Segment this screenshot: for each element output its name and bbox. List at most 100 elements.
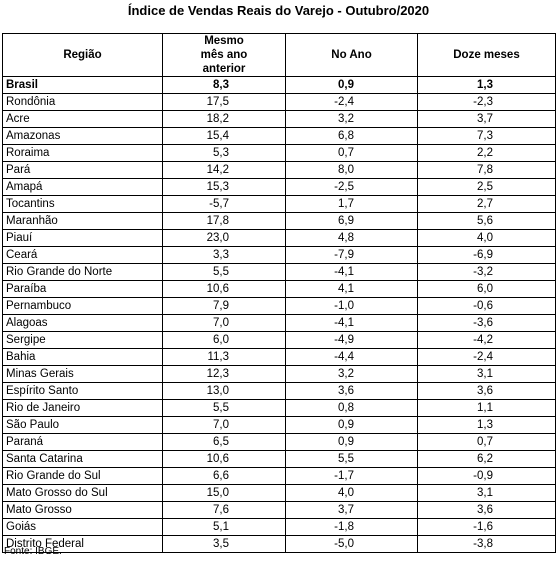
value-cell: 8,3 <box>162 76 286 94</box>
value-cell: 3,6 <box>417 382 556 400</box>
region-cell: Minas Gerais <box>2 365 163 383</box>
value-cell: -2,3 <box>417 93 556 111</box>
value-cell: 7,0 <box>162 416 286 434</box>
value-cell: -7,9 <box>285 246 418 264</box>
value-cell: 2,7 <box>417 195 556 213</box>
value-cell: 3,6 <box>417 501 556 519</box>
region-cell: São Paulo <box>2 416 163 434</box>
value-cell: -4,1 <box>285 263 418 281</box>
region-cell: Mato Grosso <box>2 501 163 519</box>
table-row: Mato Grosso 7,6 3,7 3,6 <box>2 501 556 519</box>
value-cell: 5,5 <box>285 450 418 468</box>
value-cell: 6,5 <box>162 433 286 451</box>
table-row: Rio de Janeiro 5,5 0,8 1,1 <box>2 399 556 417</box>
value-cell: 0,7 <box>285 144 418 162</box>
value-cell: -5,0 <box>285 535 418 553</box>
region-cell: Amapá <box>2 178 163 196</box>
table-row: Mato Grosso do Sul 15,0 4,0 3,1 <box>2 484 556 502</box>
table-row: Rio Grande do Norte 5,5 -4,1 -3,2 <box>2 263 556 281</box>
value-cell: 18,2 <box>162 110 286 128</box>
value-cell: 3,1 <box>417 484 556 502</box>
value-cell: -3,6 <box>417 314 556 332</box>
value-cell: -2,4 <box>285 93 418 111</box>
value-cell: 6,2 <box>417 450 556 468</box>
value-cell: 3,1 <box>417 365 556 383</box>
value-cell: 4,8 <box>285 229 418 247</box>
value-cell: 10,6 <box>162 280 286 298</box>
value-cell: 15,0 <box>162 484 286 502</box>
table-row: Santa Catarina 10,6 5,5 6,2 <box>2 450 556 468</box>
value-cell: -3,8 <box>417 535 556 553</box>
value-cell: 15,3 <box>162 178 286 196</box>
table-row: Maranhão 17,8 6,9 5,6 <box>2 212 556 230</box>
value-cell: 1,7 <box>285 195 418 213</box>
header-row: Região Mesmo mês ano anterior No Ano Doze m… <box>2 33 556 77</box>
value-cell: 0,9 <box>285 433 418 451</box>
value-cell: 4,1 <box>285 280 418 298</box>
value-cell: 12,3 <box>162 365 286 383</box>
table-row: Sergipe 6,0 -4,9 -4,2 <box>2 331 556 349</box>
region-cell: Amazonas <box>2 127 163 145</box>
value-cell: 5,1 <box>162 518 286 536</box>
value-cell: 15,4 <box>162 127 286 145</box>
table-row: Alagoas 7,0 -4,1 -3,6 <box>2 314 556 332</box>
value-cell: 3,6 <box>285 382 418 400</box>
table-row: Roraima 5,3 0,7 2,2 <box>2 144 556 162</box>
value-cell: -3,2 <box>417 263 556 281</box>
value-cell: 6,0 <box>162 331 286 349</box>
title: Índice de Vendas Reais do Varejo - Outub… <box>127 3 430 18</box>
value-cell: 4,0 <box>417 229 556 247</box>
region-cell: Mato Grosso do Sul <box>2 484 163 502</box>
region-cell: Rondônia <box>2 93 163 111</box>
value-cell: -4,9 <box>285 331 418 349</box>
region-cell: Pará <box>2 161 163 179</box>
table-row: Pará 14,2 8,0 7,8 <box>2 161 556 179</box>
region-cell: Bahia <box>2 348 163 366</box>
value-cell: -2,5 <box>285 178 418 196</box>
region-cell: Sergipe <box>2 331 163 349</box>
region-cell: Maranhão <box>2 212 163 230</box>
value-cell: -2,4 <box>417 348 556 366</box>
table-row: Amapá 15,3 -2,5 2,5 <box>2 178 556 196</box>
value-cell: 3,3 <box>162 246 286 264</box>
table-row: Espírito Santo 13,0 3,6 3,6 <box>2 382 556 400</box>
value-cell: -4,1 <box>285 314 418 332</box>
value-cell: 13,0 <box>162 382 286 400</box>
table-row: Pernambuco 7,9 -1,0 -0,6 <box>2 297 556 315</box>
region-cell: Espírito Santo <box>2 382 163 400</box>
value-cell: -1,0 <box>285 297 418 315</box>
value-cell: 7,0 <box>162 314 286 332</box>
value-cell: 0,9 <box>285 76 418 94</box>
region-cell: Paraíba <box>2 280 163 298</box>
header-cell: Região <box>2 33 163 77</box>
table-row: Acre 18,2 3,2 3,7 <box>2 110 556 128</box>
value-cell: 7,9 <box>162 297 286 315</box>
value-cell: 1,3 <box>417 416 556 434</box>
value-cell: 0,9 <box>285 416 418 434</box>
region-cell: Ceará <box>2 246 163 264</box>
table-row: Bahia 11,3 -4,4 -2,4 <box>2 348 556 366</box>
header-cell: Mesmo mês ano anterior <box>162 33 286 77</box>
region-cell: Rio Grande do Norte <box>2 263 163 281</box>
region-cell: Piauí <box>2 229 163 247</box>
table-row: Ceará 3,3 -7,9 -6,9 <box>2 246 556 264</box>
value-cell: 2,2 <box>417 144 556 162</box>
region-cell: Brasil <box>2 76 163 94</box>
table-row: Minas Gerais 12,3 3,2 3,1 <box>2 365 556 383</box>
value-cell: 3,7 <box>285 501 418 519</box>
value-cell: 2,5 <box>417 178 556 196</box>
value-cell: 6,9 <box>285 212 418 230</box>
value-cell: 1,3 <box>417 76 556 94</box>
value-cell: -0,9 <box>417 467 556 485</box>
value-cell: -4,4 <box>285 348 418 366</box>
region-cell: Paraná <box>2 433 163 451</box>
region-cell: Rio Grande do Sul <box>2 467 163 485</box>
header-cell: No Ano <box>285 33 418 77</box>
region-cell: Pernambuco <box>2 297 163 315</box>
region-cell: Santa Catarina <box>2 450 163 468</box>
table-row: Distrito Federal 3,5 -5,0 -3,8 <box>2 535 556 553</box>
value-cell: 5,3 <box>162 144 286 162</box>
region-cell: Distrito Federal <box>2 535 163 553</box>
region-cell: Acre <box>2 110 163 128</box>
table-row: Rondônia 17,5 -2,4 -2,3 <box>2 93 556 111</box>
